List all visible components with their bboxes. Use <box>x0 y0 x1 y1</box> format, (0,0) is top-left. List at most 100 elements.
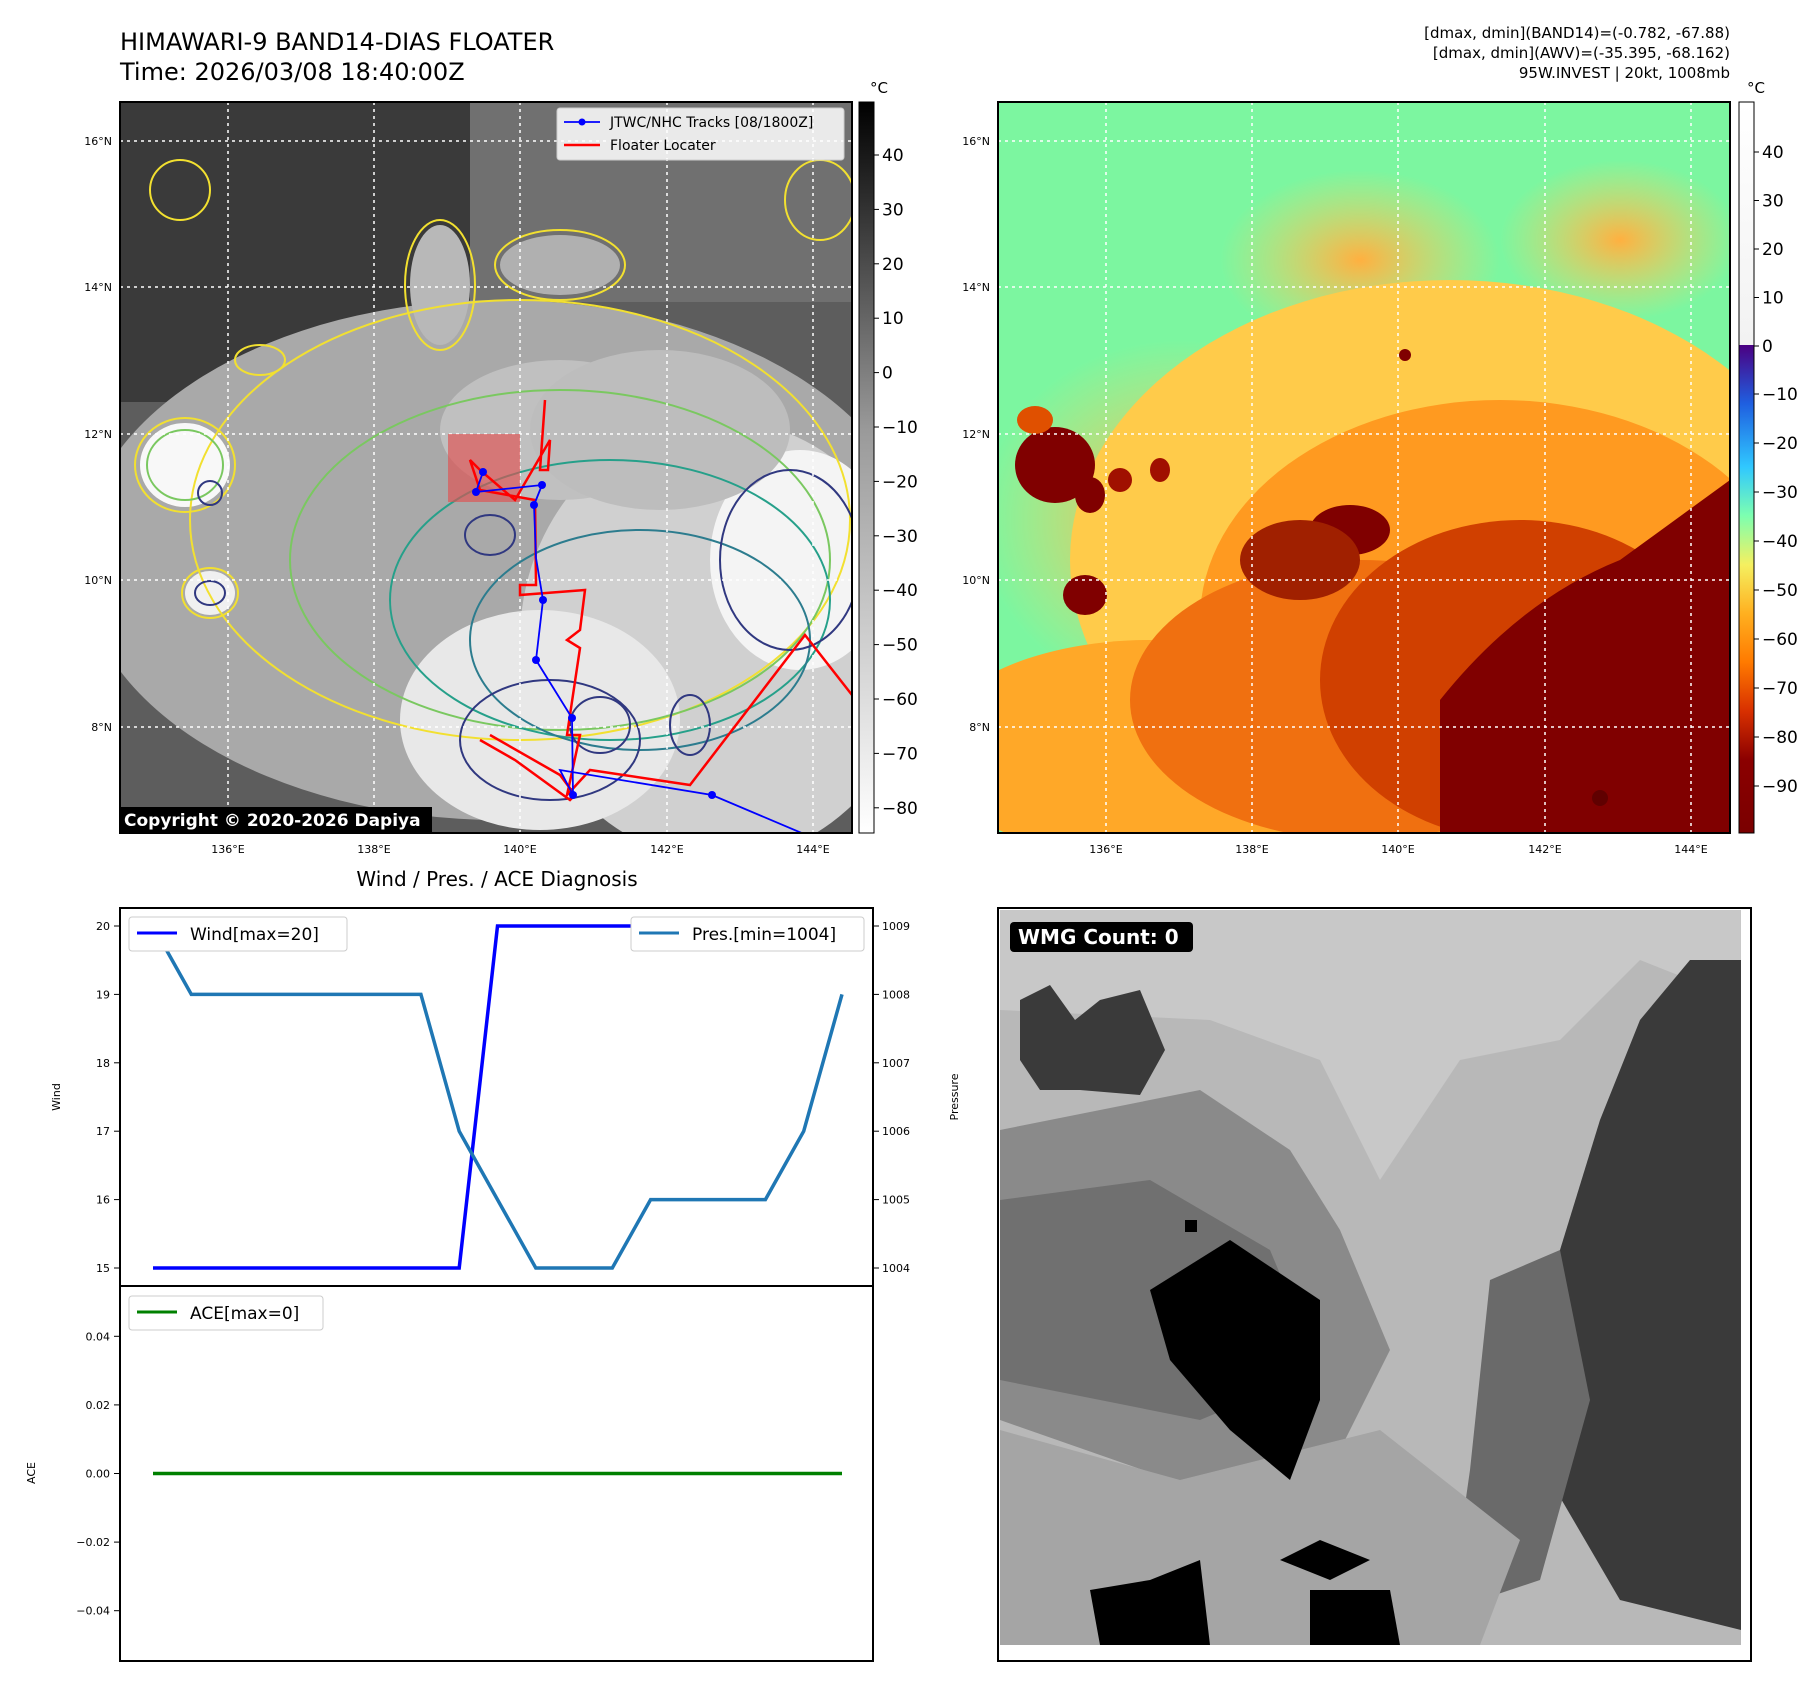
colorbar-tick-label: −50 <box>1762 581 1798 601</box>
colorbar-tick-label: 0 <box>882 364 893 384</box>
colorbar-color-ticks: 40 30 20 10 0 −10 −20 −30 −40 −50 −60 −70 −80 −90 <box>1754 143 1798 797</box>
pressure-series-line <box>151 925 844 1270</box>
lon-label-138e: 138°E <box>357 843 390 856</box>
wmg-panel: WMG Count: 0 <box>997 907 1752 1662</box>
colorbar-tick-label: −30 <box>882 527 918 547</box>
diagnosis-title: Wind / Pres. / ACE Diagnosis <box>356 867 637 891</box>
lon-label-144e: 144°E <box>1674 843 1707 856</box>
colorbar-tick-label: 40 <box>882 146 904 166</box>
lon-label-142e: 142°E <box>650 843 683 856</box>
ace-tick-label: −0.04 <box>76 1605 110 1618</box>
colorbar-tick-label: −80 <box>882 799 918 819</box>
wmg-count-badge <box>1010 922 1193 952</box>
lat-label-14n: 14°N <box>84 281 112 294</box>
track-point <box>472 488 480 496</box>
colorbar-tick-label: −70 <box>1762 679 1798 699</box>
track-point <box>539 596 547 604</box>
copyright-text: Copyright © 2020-2026 Dapiya <box>124 811 421 831</box>
colorbar-tick-label: −40 <box>882 581 918 601</box>
colorbar-tick-label: 0 <box>1762 337 1773 357</box>
colorbar-tick-label: −10 <box>882 418 918 438</box>
pressure-ylabel: Pressure <box>948 1073 961 1120</box>
colorbar-tick-label: −40 <box>1762 532 1798 552</box>
lat-label-8n: 8°N <box>969 721 990 734</box>
wind-tick-label: 20 <box>96 920 110 933</box>
colorbar-gray: °C 40 30 20 10 0 −10 −20 −30 −40 −50 −60 −70 −80 <box>858 79 918 834</box>
lat-label-16n: 16°N <box>962 135 990 148</box>
track-line <box>474 471 804 833</box>
wind-tick-label: 16 <box>96 1194 110 1207</box>
lat-label-10n: 10°N <box>84 574 112 587</box>
colorbar-tick-label: 10 <box>882 309 904 329</box>
colorbar-color-unit: °C <box>1747 79 1765 97</box>
lat-label-10n: 10°N <box>962 574 990 587</box>
floater-locator-line <box>468 399 852 800</box>
ace-axis-ticks: 0.04 0.02 0.00 −0.02 −0.04 <box>76 1330 120 1618</box>
pressure-tick-label: 1004 <box>882 1262 910 1275</box>
lat-label-12n: 12°N <box>84 428 112 441</box>
wind-axis-ticks: 20 19 18 17 16 15 <box>96 920 120 1275</box>
track-point <box>569 791 577 799</box>
ace-tick-label: 0.04 <box>86 1330 111 1343</box>
wind-pressure-plot: 20 19 18 17 16 15 1009 1008 1007 1006 1005 1004 Wi… <box>50 907 961 1287</box>
wmg-count-text: WMG Count: 0 <box>1018 925 1179 949</box>
track-point <box>530 501 538 509</box>
lon-label-136e: 136°E <box>211 843 244 856</box>
map-legend: JTWC/NHC Tracks [08/1800Z] Floater Locat… <box>556 107 845 161</box>
legend-ace: ACE[max=0] <box>190 1304 299 1324</box>
ace-plot: 0.04 0.02 0.00 −0.02 −0.04 ACE ACE[max=0] <box>25 1285 874 1662</box>
colorbar-tick-label: −10 <box>1762 385 1798 405</box>
colorbar-tick-label: −60 <box>1762 630 1798 650</box>
lon-label-144e: 144°E <box>796 843 829 856</box>
colorbar-tick-label: −90 <box>1762 777 1798 797</box>
pressure-axis-ticks: 1009 1008 1007 1006 1005 1004 <box>873 920 910 1275</box>
colorbar-gray-unit: °C <box>870 79 888 97</box>
figure-time: Time: 2026/03/08 18:40:00Z <box>119 58 465 86</box>
map-awv-color: 16°N 14°N 12°N 10°N 8°N 136°E 138°E 140°… <box>962 101 1731 856</box>
map-band14-gray: JTWC/NHC Tracks [08/1800Z] Floater Locat… <box>84 101 853 856</box>
pressure-tick-label: 1007 <box>882 1057 910 1070</box>
pressure-legend: Pres.[min=1004] <box>630 916 865 952</box>
figure-title: HIMAWARI-9 BAND14-DIAS FLOATER <box>120 28 554 56</box>
track-point <box>538 481 546 489</box>
lat-label-14n: 14°N <box>962 281 990 294</box>
pressure-tick-label: 1006 <box>882 1125 910 1138</box>
ace-legend: ACE[max=0] <box>128 1295 324 1331</box>
ace-tick-label: −0.02 <box>76 1536 110 1549</box>
pressure-tick-label: 1005 <box>882 1194 910 1207</box>
colorbar-tick-label: 30 <box>1762 192 1784 212</box>
lon-label-140e: 140°E <box>1381 843 1414 856</box>
track-point <box>568 714 576 722</box>
wind-tick-label: 15 <box>96 1262 110 1275</box>
colorbar-tick-label: −80 <box>1762 728 1798 748</box>
legend-floater: Floater Locater <box>610 138 716 154</box>
colorbar-color: °C 40 30 20 10 0 −10 −20 −30 −40 −50 −60 −70 −80 −90 <box>1738 79 1798 834</box>
track-point <box>532 656 540 664</box>
lat-label-16n: 16°N <box>84 135 112 148</box>
colorbar-tick-label: 10 <box>1762 289 1784 309</box>
ace-tick-label: 0.00 <box>86 1468 111 1481</box>
legend-pressure: Pres.[min=1004] <box>692 925 836 945</box>
colorbar-tick-label: −20 <box>882 472 918 492</box>
info-awv: [dmax, dmin](AWV)=(-35.395, -68.162) <box>1433 44 1730 62</box>
copyright-badge <box>120 807 432 833</box>
lon-label-136e: 136°E <box>1089 843 1122 856</box>
legend-wind: Wind[max=20] <box>190 925 319 945</box>
colorbar-tick-label: −60 <box>882 690 918 710</box>
pressure-tick-label: 1009 <box>882 920 910 933</box>
track-point <box>479 468 487 476</box>
info-storm: 95W.INVEST | 20kt, 1008mb <box>1519 64 1730 82</box>
colorbar-tick-label: −50 <box>882 636 918 656</box>
legend-tracks: JTWC/NHC Tracks [08/1800Z] <box>609 115 813 131</box>
wind-legend: Wind[max=20] <box>128 916 348 952</box>
wind-tick-label: 18 <box>96 1057 110 1070</box>
lat-label-12n: 12°N <box>962 428 990 441</box>
lon-label-142e: 142°E <box>1528 843 1561 856</box>
map2-gridlines <box>998 102 1730 833</box>
lon-label-140e: 140°E <box>503 843 536 856</box>
colorbar-tick-label: −30 <box>1762 483 1798 503</box>
ace-tick-label: 0.02 <box>86 1399 111 1412</box>
wind-tick-label: 17 <box>96 1125 110 1138</box>
track-point <box>708 791 716 799</box>
wind-tick-label: 19 <box>96 988 110 1001</box>
